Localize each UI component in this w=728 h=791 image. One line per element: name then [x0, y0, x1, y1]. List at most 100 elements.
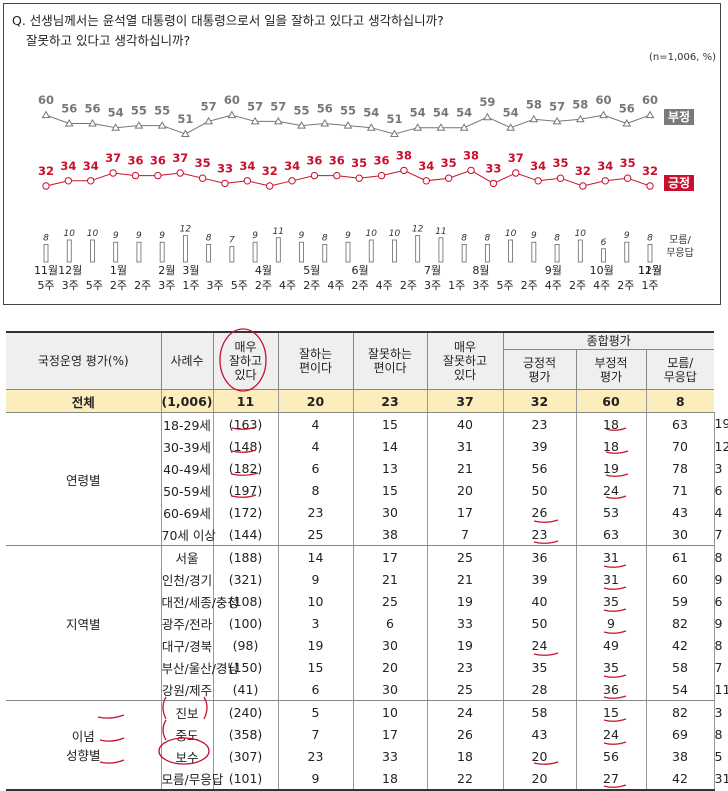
cell-value: 22: [426, 767, 504, 791]
cell-value: 69: [645, 723, 715, 745]
x-tick-month: 5월: [303, 264, 320, 277]
data-label: 33: [485, 161, 501, 175]
dk-bar: [275, 237, 281, 263]
data-label: 34: [597, 159, 613, 173]
dk-label: 11: [273, 227, 284, 237]
cell-value: 31: [575, 568, 647, 590]
cell-value: 61: [645, 545, 715, 568]
cell-value: 60: [575, 389, 647, 413]
cell-value: 78: [645, 457, 715, 479]
cell-value: 23: [277, 745, 354, 767]
data-label: 57: [201, 99, 217, 113]
data-point: [181, 129, 190, 137]
data-label: 58: [572, 97, 588, 111]
row-sample-size: (41): [212, 678, 279, 701]
dk-bar: [299, 241, 304, 263]
row-sample-size: (148): [212, 435, 279, 457]
cell-value: 25: [426, 545, 504, 568]
cell-value: 63: [575, 523, 647, 546]
dk-label: 9: [299, 231, 305, 241]
dk-bar: [159, 241, 165, 263]
table-row: 30-39세 (148) 4 14 31 39 18 70 12: [6, 435, 728, 457]
dk-label: 9: [624, 231, 630, 241]
dk-label: 11: [435, 227, 446, 237]
header-bad: 잘못하는 편이다: [352, 331, 428, 390]
negative-tag-label: 부정: [668, 109, 690, 124]
data-point: [273, 116, 283, 125]
data-point: [266, 182, 274, 190]
data-label: 59: [479, 95, 495, 109]
data-label: 32: [575, 164, 591, 178]
row-label: 서울: [160, 545, 214, 568]
data-point: [483, 112, 492, 121]
cell-value: 33: [352, 745, 428, 767]
dk-bar: [182, 235, 188, 263]
group-label: 연령별: [6, 412, 162, 546]
x-tick-week: 5주: [37, 279, 54, 292]
dk-bar: [345, 241, 351, 263]
data-point: [622, 119, 632, 127]
table-row: 70세 이상 (144) 25 38 7 23 63 30 7: [6, 523, 722, 546]
row-sample-size: (172): [212, 501, 279, 523]
x-tick-week: 1주: [182, 279, 199, 292]
cell-value: 6: [352, 612, 428, 634]
data-label: 32: [262, 164, 278, 178]
x-tick-week: 2주: [352, 279, 369, 292]
cell-value: 36: [575, 678, 647, 701]
cell-value: 25: [426, 678, 504, 701]
data-label: 60: [224, 93, 240, 107]
data-label: 55: [154, 104, 170, 118]
table-row: 중도 (358) 7 17 26 43 24 69 8: [6, 723, 722, 745]
data-point: [400, 166, 408, 175]
cell-value: 6: [277, 457, 354, 479]
trend-chart: (n=1,006, %) 60 56 56 54 55 55 51 57 60 57 57 55 56 55…: [34, 52, 716, 292]
cell-value: 49: [575, 634, 647, 656]
x-tick-week: 4주: [545, 279, 562, 292]
data-label: 35: [441, 156, 457, 170]
row-sample-size: (100): [212, 612, 279, 634]
x-tick-week: 3주: [207, 279, 224, 292]
data-point: [42, 182, 50, 190]
cell-value: 18: [426, 745, 504, 767]
data-point: [134, 121, 144, 129]
data-point: [310, 171, 319, 180]
dk-label: 9: [252, 231, 258, 241]
row-sample-size: (197): [212, 479, 279, 501]
x-tick-week: 4주: [376, 279, 393, 292]
x-tick-week: 4주: [279, 279, 296, 292]
data-label: 34: [530, 159, 546, 173]
cell-value: 24: [575, 479, 647, 501]
table-row: 연령별 18-29세 (163) 4 15 40 23 18 63 19: [6, 412, 728, 546]
dk-label: 10: [389, 229, 401, 239]
cell-value: 56: [575, 745, 647, 767]
cell-value: 40: [426, 412, 504, 435]
x-tick-week: 5주: [231, 279, 248, 292]
data-point: [556, 174, 565, 182]
cell-value: 82: [645, 612, 715, 634]
data-label: 56: [61, 102, 77, 116]
x-tick-week: 5주: [496, 279, 513, 292]
row-label: 대구/경북: [160, 634, 214, 656]
data-point: [599, 110, 608, 119]
cell-value: 24: [575, 723, 647, 745]
data-label: 57: [270, 99, 286, 113]
cell-value: 15: [352, 412, 428, 435]
cell-value: 58: [502, 700, 577, 723]
data-point: [459, 123, 469, 131]
data-point: [489, 179, 498, 188]
row-label: 40-49세: [160, 457, 214, 479]
dk-label: 12: [412, 225, 424, 235]
data-label: 32: [642, 164, 658, 178]
data-point: [552, 116, 562, 125]
row-sample-size: (307): [212, 745, 279, 767]
dk-legend-2: 무응답: [666, 247, 694, 259]
cell-value: 8: [645, 389, 714, 413]
series-line-positive: [45, 169, 651, 187]
data-label: 56: [619, 102, 635, 116]
question-line-1: Q. 선생님께서는 윤석열 대통령이 대통령으로서 일을 잘하고 있다고 생각하…: [12, 13, 444, 28]
data-point: [390, 129, 399, 137]
cell-value: 30: [352, 678, 428, 701]
cell-value: 25: [352, 590, 428, 612]
row-label: 대전/세종/충청: [160, 590, 239, 612]
total-row: 전체 (1,006) 11 20 23 37 32 60 8: [6, 389, 714, 413]
